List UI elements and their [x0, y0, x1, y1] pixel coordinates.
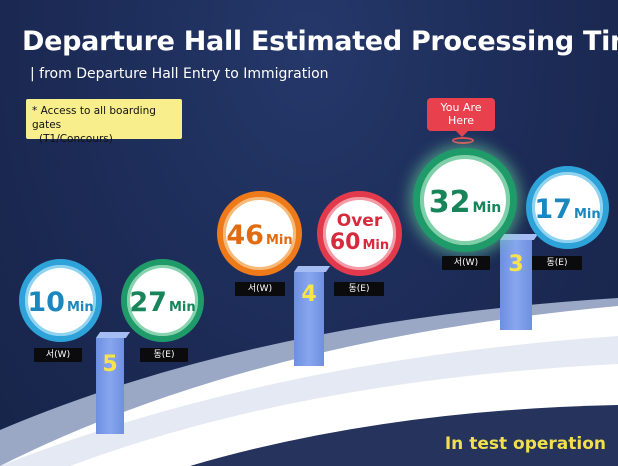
station-5-pillar: 5 [95, 332, 131, 434]
station-5-west-unit: Min [66, 300, 94, 315]
station-4-pillar: 4 [293, 266, 331, 366]
station-3-number: 3 [508, 252, 524, 277]
station-3-west-label: 서(W) [442, 256, 490, 270]
test-operation-label: In test operation [444, 434, 606, 454]
you-are-here-line-2: Here [447, 114, 475, 127]
notice-line-1: * Access to all boarding gates [32, 105, 156, 131]
station-3-east-circle: 17 Min [526, 166, 609, 249]
station-5-west-circle: 10 Min [19, 259, 102, 342]
station-4-east-prefix: Over [336, 211, 383, 231]
station-4-east-circle: Over 60 Min [317, 191, 402, 276]
page-title: Departure Hall Estimated Processing Time [22, 26, 618, 57]
station-4-east-label: 동(E) [334, 282, 384, 296]
station-5-east-label: 동(E) [140, 348, 188, 362]
station-5-east-circle: 27 Min [121, 259, 204, 342]
station-4-east-value: 60 [329, 230, 361, 255]
station-3-west-circle: 32 Min [413, 148, 517, 252]
station-3-pillar: 3 [499, 234, 539, 330]
station-5-number: 5 [102, 352, 118, 377]
station-5-west-value: 10 [27, 287, 65, 318]
station-3-east-label: 동(E) [532, 256, 582, 270]
station-5-east-value: 27 [129, 287, 167, 318]
page-subtitle: | from Departure Hall Entry to Immigrati… [30, 66, 329, 82]
location-marker-icon [452, 137, 474, 144]
you-are-here-badge: You Are Here [427, 98, 495, 137]
station-4-number: 4 [301, 282, 317, 307]
station-4-west-value: 46 [226, 220, 264, 251]
station-3-west-unit: Min [472, 200, 502, 216]
notice-line-2: (T1/Concours) [39, 133, 113, 145]
station-3-east-value: 17 [534, 194, 572, 225]
boarding-gates-notice: * Access to all boarding gates (T1/Conco… [26, 99, 182, 145]
station-4-west-circle: 46 Min [217, 191, 302, 276]
station-4-east-unit: Min [362, 238, 390, 253]
station-3-east-unit: Min [573, 207, 601, 222]
station-5-west-label: 서(W) [34, 348, 82, 362]
station-4-west-label: 서(W) [235, 282, 285, 296]
station-4-west-unit: Min [265, 233, 293, 248]
station-5-east-unit: Min [168, 300, 196, 315]
you-are-here-line-1: You Are [440, 101, 482, 114]
station-3-west-value: 32 [428, 185, 471, 220]
